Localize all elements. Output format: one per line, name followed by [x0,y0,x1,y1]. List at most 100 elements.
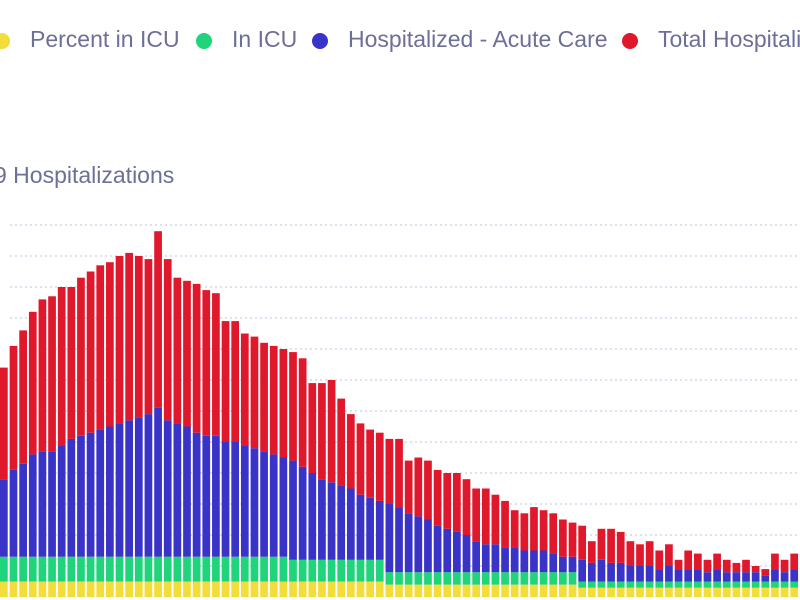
bar-segment [212,556,220,582]
bar-segment [568,584,577,597]
bar-segment [163,420,172,557]
legend-swatch [312,33,328,49]
bar-segment [510,510,519,548]
bar-segment [57,287,66,446]
bar-segment [530,507,538,551]
bar-segment [38,299,47,452]
bar-segment [443,572,452,585]
bar-segment [481,488,490,545]
bar-segment [597,587,606,597]
bar-segment [404,572,413,585]
bar-segment [539,572,548,585]
bar-segment [665,544,673,566]
bar-segment [308,383,317,473]
bar-segment [269,454,278,557]
bar-segment [501,584,509,597]
bar-segment [9,345,18,470]
bar-segment [578,559,587,582]
bar-segment [48,556,56,582]
bar-segment [655,569,664,582]
bar-segment [780,559,789,573]
bar-segment [240,581,249,597]
bar-segment [693,587,702,597]
bar-segment [549,584,558,597]
legend-label: In ICU [232,26,297,52]
bar-segment [289,460,297,560]
bar-segment [587,562,596,582]
bar-segment [231,442,240,557]
bar-segment [240,556,249,582]
bar-segment [404,513,413,573]
bar-segment [154,581,162,597]
bar-segment [48,581,56,597]
bar-segment [674,587,683,597]
bar-segment [308,473,317,560]
bar-segment [308,559,317,582]
bar-segment [520,513,529,551]
bar-segment [597,581,606,588]
bar-segment [96,265,105,430]
bar-segment [404,584,413,597]
bar-segment [318,479,326,560]
bar-segment [279,581,288,597]
bar-segment [395,438,403,508]
bar-segment [289,352,297,461]
bar-segment [491,572,500,585]
bar-segment [501,547,509,573]
bar-segment [269,556,278,582]
bar-segment [385,572,394,585]
bar-segment [404,460,413,514]
bar-segment [154,407,162,557]
legend-swatch [0,33,10,49]
bar-segment [539,510,548,551]
bar-segment [790,581,799,588]
bar-segment [559,572,567,585]
bar-segment [626,587,635,597]
bar-segment [163,259,172,421]
bar-segment [202,290,211,436]
bar-segment [192,581,201,597]
bar-segment [96,581,105,597]
bar-segment [250,448,259,557]
bar-segment [703,559,712,573]
bar-segment [96,429,105,557]
bar-segment [626,581,635,588]
bar-segment [48,451,56,557]
bar-segment [308,581,317,597]
bar-segment [713,569,721,582]
bar-segment [57,445,66,557]
bar-segment [375,559,384,582]
bar-segment [674,559,683,570]
bar-segment [530,584,538,597]
bar-segment [327,559,336,582]
bar-segment [144,414,153,557]
bar-segment [269,581,278,597]
bar-segment [414,584,423,597]
bar-segment [125,581,134,597]
bar-segment [424,519,432,573]
bar-segment [684,550,693,570]
bar-segment [481,584,490,597]
bar-segment [530,572,538,585]
bar-segment [453,531,461,573]
bar-segment [395,572,403,585]
bar-segment [298,581,307,597]
legend-item: In ICU [196,26,297,52]
bar-segment [346,414,355,489]
legend-label: Hospitalized - Acute Care [348,26,608,52]
bar-segment [212,581,220,597]
bar-segment [665,566,673,582]
bar-segment [337,485,346,560]
bar-segment [559,584,567,597]
bar-segment [115,581,124,597]
bar-segment [67,581,76,597]
bar-segment [67,438,76,557]
legend-item: Hospitalized - Acute Care [312,26,608,52]
bar-segment [250,336,259,449]
bar-segment [732,562,741,573]
bar-segment [684,581,693,588]
bar-segment [289,581,297,597]
bar-segment [115,256,124,424]
bar-segment [0,556,8,582]
bar-segment [645,566,654,582]
